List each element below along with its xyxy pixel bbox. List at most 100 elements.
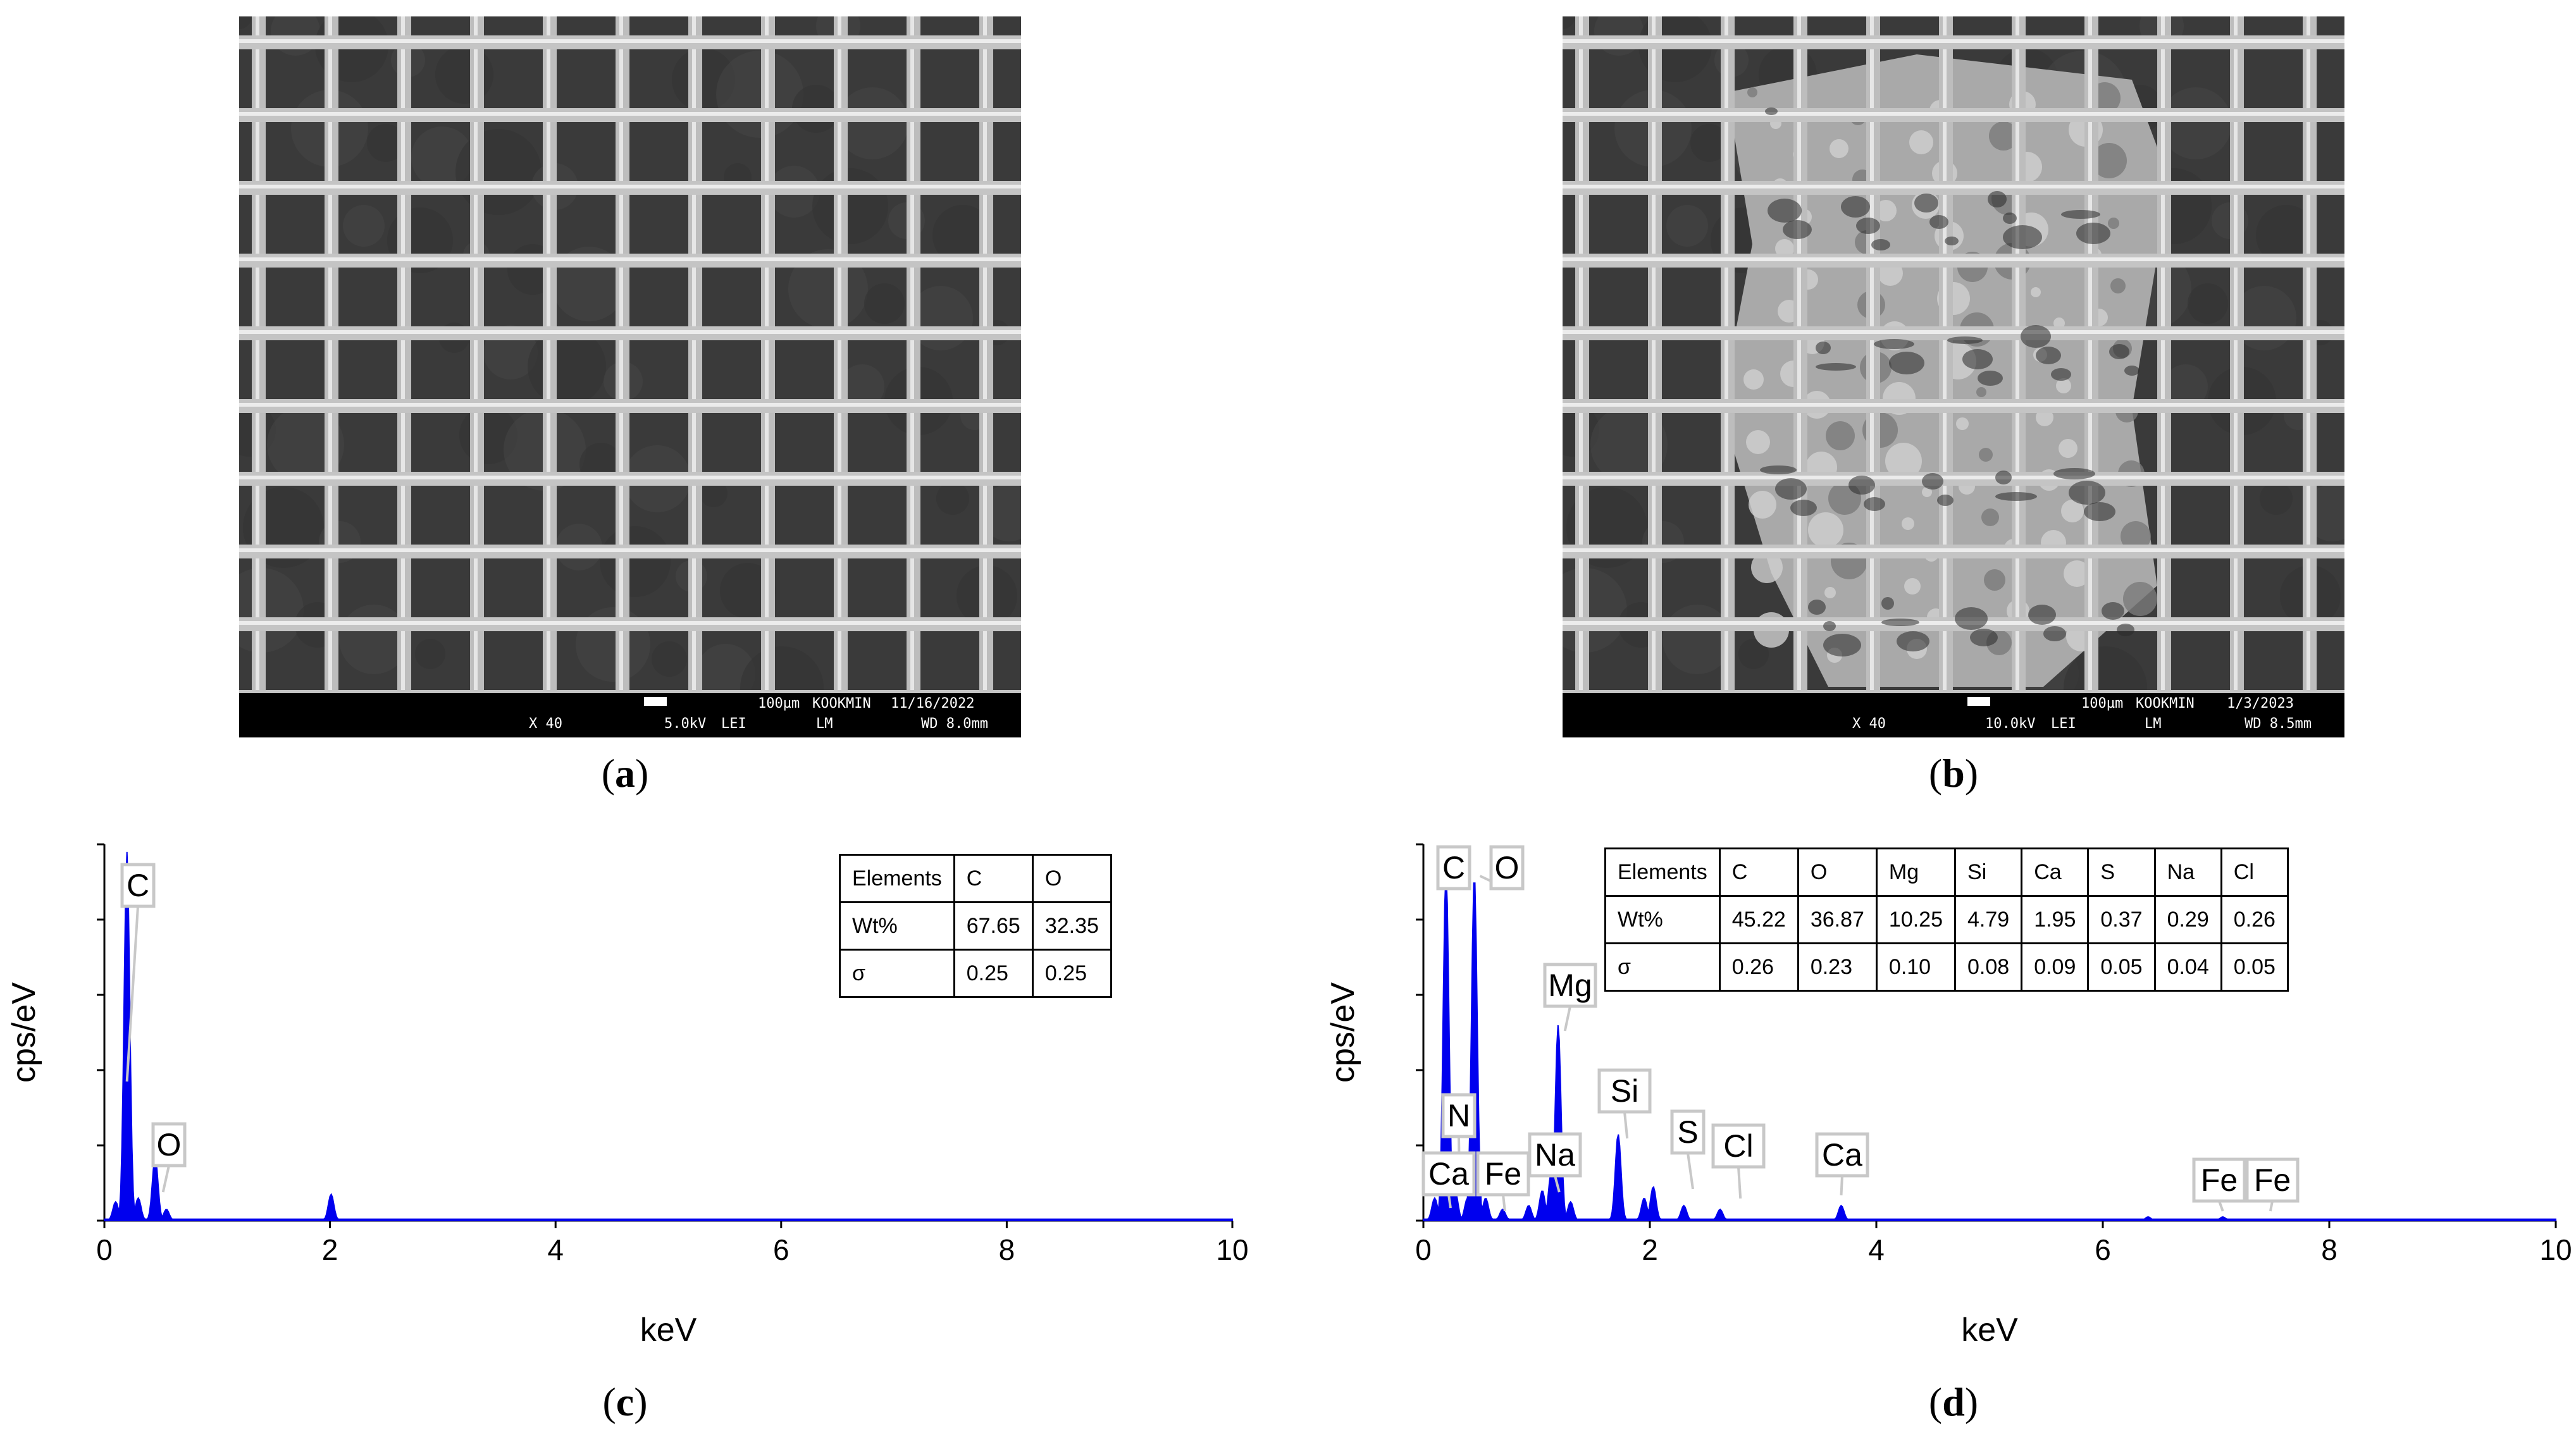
table-cell: 0.37 <box>2087 895 2156 944</box>
caption-a: (a) <box>601 751 649 796</box>
x-tick-label: 0 <box>96 1233 113 1266</box>
peak-label: S <box>1677 1114 1698 1150</box>
x-tick-label: 0 <box>1415 1233 1432 1266</box>
peak-annotation: S <box>1670 1109 1706 1190</box>
sem-scale-bar-a <box>644 697 667 706</box>
peak-annotation: Cl <box>1711 1123 1766 1199</box>
peak-label: Si <box>1611 1073 1638 1109</box>
sem-mesh-b <box>1563 16 2344 693</box>
table-cell: 0.05 <box>2087 942 2156 992</box>
table-header-row: Elements C O <box>839 854 1112 903</box>
peak-label: Ca <box>1428 1156 1469 1192</box>
peak-label: O <box>1495 850 1520 885</box>
peak-annotation: Na <box>1528 1132 1582 1193</box>
table-cell: C <box>1718 847 1799 897</box>
peak-annotation: O <box>1479 845 1525 890</box>
table-cell: Mg <box>1875 847 1957 897</box>
peak-label: Mg <box>1548 968 1592 1003</box>
caption-b: (b) <box>1928 751 1979 796</box>
x-tick-label: 8 <box>999 1233 1015 1266</box>
eds-table-c: Elements C O Wt% 67.65 32.35 σ 0.25 0.25 <box>839 854 1112 998</box>
sem-mode-b: LM <box>2145 716 2162 732</box>
x-axis-label: keV <box>640 1312 697 1348</box>
peak-annotation: Ca <box>1421 1151 1476 1209</box>
table-cell: O <box>1797 847 1878 897</box>
sem-date-a: 11/16/2022 <box>891 696 975 712</box>
table-cell: Cl <box>2220 847 2289 897</box>
table-row: Wt% 67.65 32.35 <box>839 901 1112 951</box>
sem-voltage-a: 5.0kV <box>664 716 707 732</box>
sem-mag-a: X 40 <box>529 716 562 732</box>
table-cell: Wt% <box>839 901 955 951</box>
table-cell: Elements <box>839 854 955 903</box>
table-cell: 10.25 <box>1875 895 1957 944</box>
peak-annotation: O <box>151 1122 187 1193</box>
sem-scale-b: 100µm <box>2081 696 2124 712</box>
x-axis-label: keV <box>1961 1312 2018 1348</box>
sem-wd-a: WD 8.0mm <box>921 716 988 732</box>
spectrum-area <box>1423 870 2556 1221</box>
x-tick-label: 8 <box>2321 1233 2338 1266</box>
peak-label: C <box>127 868 149 903</box>
sem-image-a: 100µm KOOKMIN 11/16/2022 X 40 5.0kV LEI … <box>239 16 1021 737</box>
peak-label: N <box>1447 1098 1470 1133</box>
sem-mesh-a <box>239 16 1021 693</box>
peak-label: Fe <box>2201 1162 2238 1198</box>
peak-annotation: Mg <box>1543 963 1597 1032</box>
y-axis-label: cps/eV <box>1325 982 1361 1083</box>
peak-annotation: C <box>1436 845 1471 890</box>
peak-label: C <box>1442 850 1465 885</box>
table-cell: 0.05 <box>2220 942 2289 992</box>
peak-label: O <box>157 1127 182 1162</box>
table-cell: 0.26 <box>2220 895 2289 944</box>
peak-annotation: Fe <box>1476 1151 1530 1212</box>
table-cell: Ca <box>2021 847 2090 897</box>
peak-label: Fe <box>1485 1156 1521 1192</box>
sem-detector-b: LEI <box>2051 716 2076 732</box>
peak-label: Na <box>1535 1137 1575 1173</box>
y-axis-label: cps/eV <box>6 982 42 1083</box>
table-cell: 1.95 <box>2021 895 2090 944</box>
sem-info-bar-b: 100µm KOOKMIN 1/3/2023 X 40 10.0kV LEI L… <box>1563 693 2344 737</box>
table-row: σ 0.26 0.23 0.10 0.08 0.09 0.05 0.04 0.05 <box>1604 942 2289 992</box>
x-tick-label: 6 <box>773 1233 790 1266</box>
peak-label: Fe <box>2254 1162 2291 1198</box>
sem-wd-b: WD 8.5mm <box>2245 716 2312 732</box>
table-cell: 0.25 <box>1031 949 1112 998</box>
x-tick-label: 4 <box>547 1233 564 1266</box>
table-cell: 0.25 <box>953 949 1034 998</box>
x-tick-label: 6 <box>2095 1233 2111 1266</box>
table-cell: 0.23 <box>1797 942 1878 992</box>
table-cell: 0.09 <box>2021 942 2090 992</box>
table-cell: 0.29 <box>2153 895 2222 944</box>
table-row: Wt% 45.22 36.87 10.25 4.79 1.95 0.37 0.29 0.26 <box>1604 895 2289 944</box>
peak-annotation: Fe <box>2245 1157 2300 1212</box>
table-cell: C <box>953 854 1034 903</box>
table-cell: 67.65 <box>953 901 1034 951</box>
sem-date-b: 1/3/2023 <box>2227 696 2294 712</box>
sem-detector-a: LEI <box>721 716 746 732</box>
table-cell: σ <box>839 949 955 998</box>
sem-scale-a: 100µm <box>758 696 800 712</box>
sem-info-bar-a: 100µm KOOKMIN 11/16/2022 X 40 5.0kV LEI … <box>239 693 1021 737</box>
peak-annotation: Fe <box>2192 1157 2246 1212</box>
table-cell: Elements <box>1604 847 1721 897</box>
eds-table-d: Elements C O Mg Si Ca S Na Cl Wt% 45.22 36.87 10.25 4… <box>1604 847 2289 992</box>
table-cell: 45.22 <box>1718 895 1799 944</box>
peak-annotation: N <box>1441 1093 1477 1190</box>
caption-d: (d) <box>1928 1379 1979 1424</box>
caption-c: (c) <box>602 1379 648 1424</box>
peak-annotation: Si <box>1597 1068 1652 1139</box>
x-tick-label: 4 <box>1868 1233 1885 1266</box>
x-tick-label: 10 <box>1216 1233 1248 1266</box>
x-tick-label: 10 <box>2539 1233 2572 1266</box>
spectrum-area <box>104 851 1233 1221</box>
table-cell: O <box>1031 854 1112 903</box>
table-cell: Na <box>2153 847 2222 897</box>
table-cell: 32.35 <box>1031 901 1112 951</box>
table-row: σ 0.25 0.25 <box>839 949 1112 998</box>
peak-label: Cl <box>1723 1128 1753 1164</box>
peak-annotation: C <box>120 863 156 1082</box>
x-tick-label: 2 <box>322 1233 338 1266</box>
